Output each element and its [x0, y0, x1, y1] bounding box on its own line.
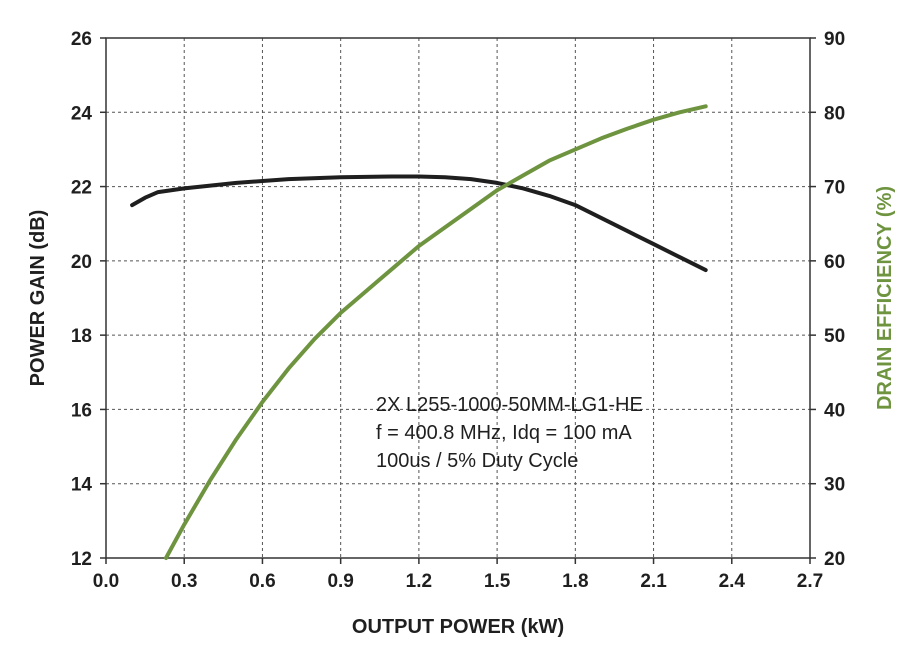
grid-lines [106, 38, 810, 558]
y2-tick-label: 50 [824, 326, 845, 347]
x-tick-label: 0.6 [249, 571, 275, 592]
y2-axis-ticks: 20 30 40 50 60 70 80 90 [810, 29, 845, 570]
y-tick-label: 14 [71, 475, 93, 496]
x-tick-label: 0.0 [93, 571, 119, 592]
y-tick-label: 26 [71, 29, 92, 50]
drain-efficiency-line [164, 104, 708, 560]
x-tick-label: 1.5 [484, 571, 511, 592]
y-tick-label: 22 [71, 178, 92, 199]
annotation-line-3: 100us / 5% Duty Cycle [376, 450, 578, 472]
power-gain-line [130, 174, 708, 273]
y-tick-label: 20 [71, 252, 92, 273]
annotation-line-1: 2X L255-1000-50MM-LG1-HE [376, 394, 643, 416]
y-tick-label: 16 [71, 400, 92, 421]
x-axis-title: OUTPUT POWER (kW) [352, 616, 564, 638]
y2-tick-label: 40 [824, 400, 845, 421]
plot-frame [105, 37, 811, 559]
y-axis-title: POWER GAIN (dB) [27, 210, 49, 387]
x-tick-label: 1.2 [406, 571, 432, 592]
y-tick-label: 12 [71, 549, 92, 570]
y2-tick-label: 60 [824, 252, 845, 273]
y2-tick-label: 70 [824, 178, 845, 199]
y-tick-label: 24 [71, 103, 93, 124]
x-tick-label: 2.1 [640, 571, 667, 592]
x-tick-label: 1.8 [562, 571, 588, 592]
y2-tick-label: 80 [824, 103, 845, 124]
x-tick-label: 2.4 [719, 571, 746, 592]
annotation-block: 2X L255-1000-50MM-LG1-HE f = 400.8 MHz, … [376, 394, 643, 472]
x-tick-label: 2.7 [797, 571, 823, 592]
y2-tick-label: 30 [824, 475, 845, 496]
annotation-line-2: f = 400.8 MHz, Idq = 100 mA [376, 422, 632, 444]
x-axis-ticks: 0.0 0.3 0.6 0.9 1.2 1.5 1.8 2.1 2.4 2.7 [93, 558, 823, 592]
x-tick-label: 0.9 [327, 571, 353, 592]
series-lines [130, 104, 708, 560]
y-axis-ticks: 12 14 16 18 20 22 24 26 [71, 29, 106, 570]
y2-tick-label: 20 [824, 549, 845, 570]
x-tick-label: 0.3 [171, 571, 197, 592]
y2-tick-label: 90 [824, 29, 845, 50]
y-tick-label: 18 [71, 326, 92, 347]
y2-axis-title: DRAIN EFFICIENCY (%) [874, 186, 896, 410]
